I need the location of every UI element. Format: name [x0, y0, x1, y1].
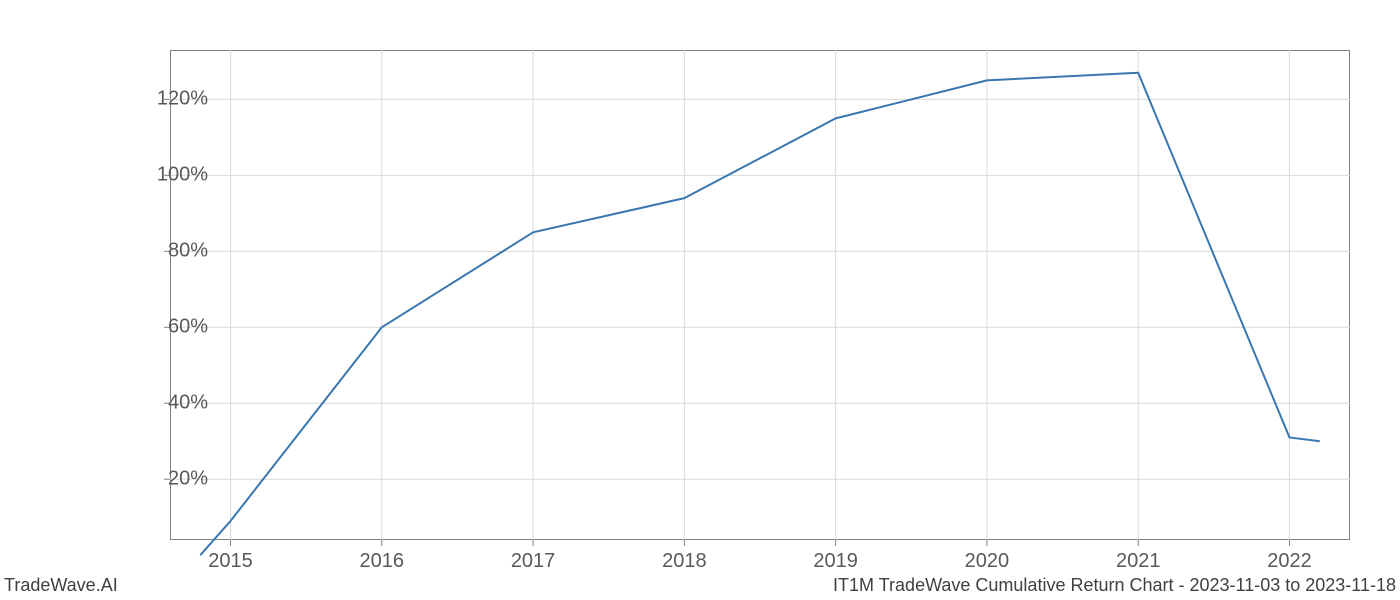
data-line-layer — [170, 50, 1350, 540]
x-tick-label: 2019 — [813, 550, 858, 573]
x-tick-label: 2022 — [1267, 550, 1312, 573]
y-tick-label: 40% — [168, 392, 208, 415]
footer-brand: TradeWave.AI — [4, 575, 118, 596]
x-tick-label: 2021 — [1116, 550, 1161, 573]
return-line — [200, 73, 1319, 555]
x-tick-label: 2015 — [208, 550, 253, 573]
x-tick-label: 2016 — [360, 550, 405, 573]
x-tick-label: 2020 — [965, 550, 1010, 573]
y-tick-label: 20% — [168, 468, 208, 491]
y-tick-label: 80% — [168, 240, 208, 263]
x-tick-label: 2018 — [662, 550, 707, 573]
y-tick-label: 60% — [168, 316, 208, 339]
y-tick-label: 100% — [157, 164, 208, 187]
footer-caption: IT1M TradeWave Cumulative Return Chart -… — [833, 575, 1396, 596]
y-tick-label: 120% — [157, 88, 208, 111]
chart-plot-area — [170, 50, 1350, 540]
x-tick-label: 2017 — [511, 550, 556, 573]
